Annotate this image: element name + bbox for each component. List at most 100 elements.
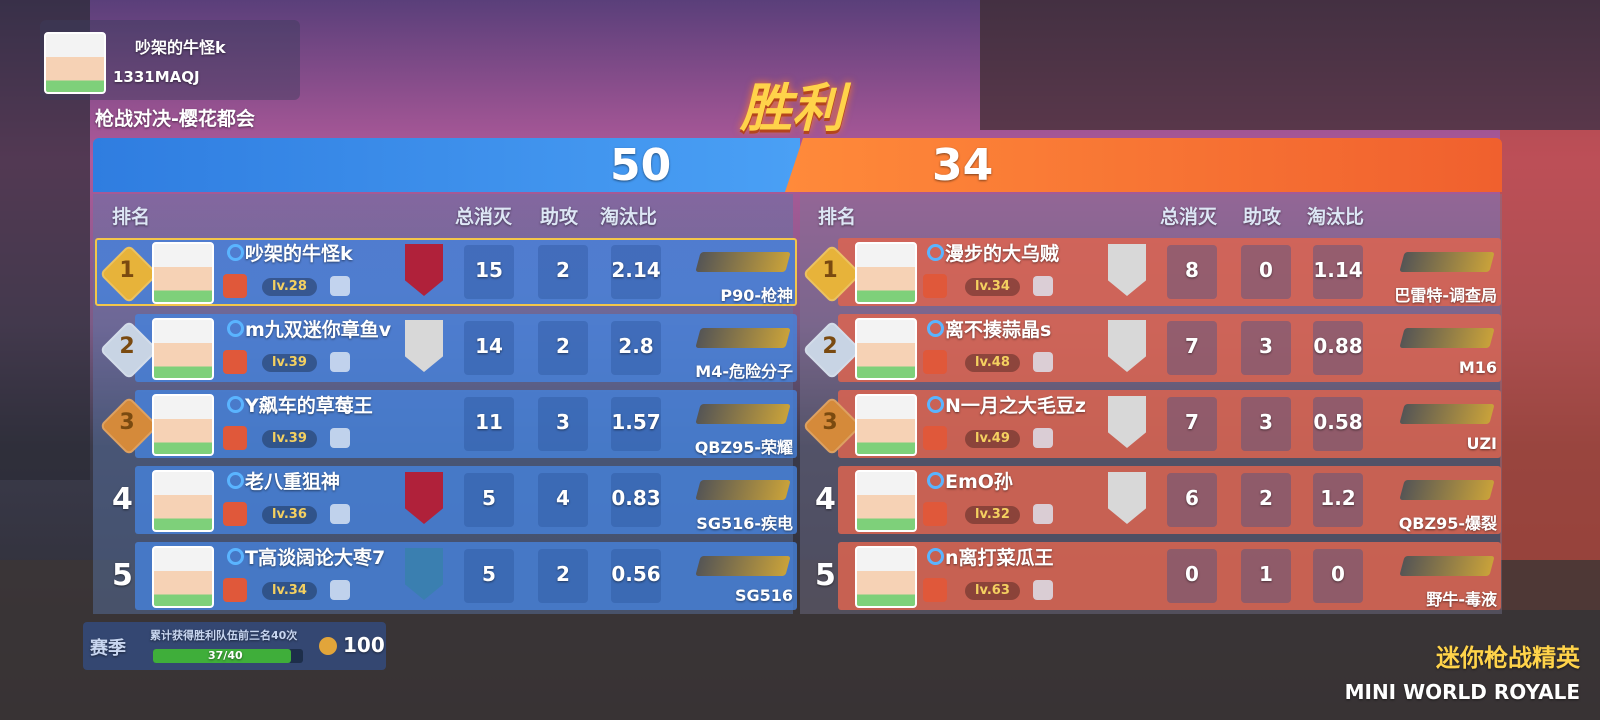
result-title: 胜利 (740, 79, 845, 139)
rank: 1 (822, 258, 838, 283)
team-score: 50 (610, 140, 672, 191)
gender-icon (227, 548, 244, 565)
rank: 4 (112, 482, 133, 517)
stat-kills: 5 (482, 562, 496, 586)
player-level: lv.32 (965, 506, 1020, 524)
stat-cell (1241, 473, 1291, 527)
player-id: 1331MAQJ (113, 68, 200, 86)
stat-ratio: 1.57 (611, 410, 661, 434)
rank-tier-icon (223, 426, 247, 450)
stat-kills: 15 (475, 258, 503, 282)
season-description: 累计获得胜利队伍前三名40次 (150, 629, 298, 642)
player-name: Y飙车的草莓王 (245, 395, 373, 417)
stat-kills: 0 (1185, 562, 1199, 586)
rank-tier-icon (923, 502, 947, 526)
weapon-icon (695, 252, 791, 272)
weapon-icon (695, 404, 791, 424)
column-header: 助攻 (540, 206, 579, 228)
column-header: 排名 (818, 206, 857, 228)
player-avatar (152, 470, 214, 532)
weapon-icon (1399, 404, 1495, 424)
stat-cell (611, 549, 661, 603)
player-name: m九双迷你章鱼v (245, 319, 392, 341)
rank-tier-icon (223, 578, 247, 602)
stat-kills: 8 (1185, 258, 1199, 282)
player-row (838, 466, 1501, 534)
stat-cell (1313, 473, 1363, 527)
add-friend-icon (1033, 504, 1053, 524)
column-header: 淘汰比 (1307, 206, 1365, 228)
stat-cell (1241, 549, 1291, 603)
weapon-name: M4-危险分子 (695, 362, 793, 381)
add-friend-icon (330, 276, 350, 296)
add-friend-icon (1033, 428, 1053, 448)
stat-ratio: 0.56 (611, 562, 661, 586)
stat-cell (464, 549, 514, 603)
add-friend-icon (1033, 276, 1053, 296)
red-score-bar (785, 138, 1502, 192)
player-avatar (44, 32, 106, 94)
rank-tier-icon (923, 274, 947, 298)
player-avatar (152, 546, 214, 608)
player-name: 漫步的大乌贼 (945, 243, 1060, 265)
rank: 5 (112, 558, 133, 593)
rank: 3 (822, 410, 838, 435)
player-name: 吵架的牛怪k (245, 243, 353, 265)
stat-cell (1241, 397, 1291, 451)
season-progress: 37/40 (208, 649, 243, 662)
rank: 1 (119, 258, 135, 283)
stat-cell (1313, 321, 1363, 375)
rank: 5 (815, 558, 836, 593)
rank-tier-icon (923, 426, 947, 450)
stat-cell (1167, 245, 1217, 299)
stat-kills: 6 (1185, 486, 1199, 510)
rank: 4 (815, 482, 836, 517)
player-avatar (855, 242, 917, 304)
player-level: lv.63 (965, 582, 1020, 600)
season-label: 赛季 (90, 638, 126, 659)
rank: 3 (119, 410, 135, 435)
stat-cell (611, 321, 661, 375)
weapon-name: M16 (1458, 358, 1497, 377)
player-row (838, 238, 1501, 306)
add-friend-icon (330, 504, 350, 524)
stat-assists: 0 (1259, 258, 1273, 282)
weapon-name: SG516 (734, 586, 793, 605)
add-friend-icon (330, 428, 350, 448)
weapon-name: QBZ95-荣耀 (694, 438, 793, 457)
column-header: 总消灭 (1160, 206, 1218, 228)
column-header: 助攻 (1243, 206, 1282, 228)
stat-cell (538, 397, 588, 451)
stat-assists: 3 (556, 410, 570, 434)
stat-cell (1167, 473, 1217, 527)
weapon-name: UZI (1466, 434, 1497, 453)
player-level: lv.39 (262, 430, 317, 448)
player-name: T高谈阔论大枣7 (245, 547, 386, 569)
gender-icon (227, 396, 244, 413)
logo-title: 迷你枪战精英 (1436, 644, 1580, 672)
rank-tier-icon (923, 578, 947, 602)
stat-assists: 2 (556, 562, 570, 586)
stat-ratio: 0.58 (1313, 410, 1363, 434)
season-progress-fill (153, 649, 291, 663)
player-avatar (152, 318, 214, 380)
blue-score-bar (93, 138, 800, 192)
stat-cell (464, 321, 514, 375)
stat-cell (538, 473, 588, 527)
building (1500, 130, 1600, 610)
gender-icon (227, 320, 244, 337)
stat-cell (1167, 321, 1217, 375)
weapon-icon (695, 480, 791, 500)
stat-cell (538, 245, 588, 299)
stat-assists: 2 (556, 334, 570, 358)
player-avatar (855, 546, 917, 608)
gender-icon (927, 472, 944, 489)
stat-kills: 7 (1185, 410, 1199, 434)
rank: 2 (119, 334, 135, 359)
player-level: lv.39 (262, 354, 317, 372)
player-name: 离不揍蒜晶s (945, 319, 1052, 341)
game-mode: 枪战对决-樱花都会 (95, 108, 255, 130)
stat-cell (464, 473, 514, 527)
gender-icon (927, 548, 944, 565)
stat-cell (611, 397, 661, 451)
